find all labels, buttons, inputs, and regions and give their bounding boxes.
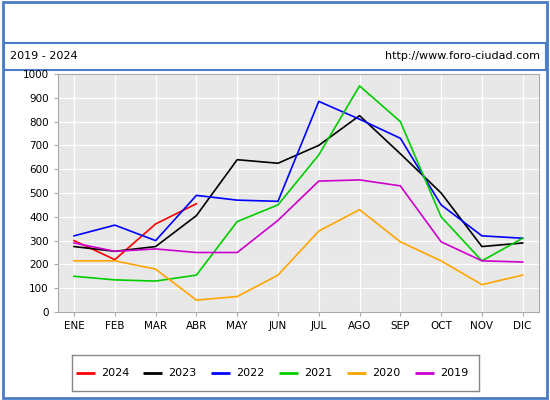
- Text: 2019: 2019: [440, 368, 468, 378]
- Text: http://www.foro-ciudad.com: http://www.foro-ciudad.com: [385, 51, 540, 61]
- Text: 2024: 2024: [101, 368, 129, 378]
- Text: 2022: 2022: [236, 368, 265, 378]
- Text: 2023: 2023: [168, 368, 197, 378]
- Text: 2020: 2020: [372, 368, 400, 378]
- Text: 2021: 2021: [304, 368, 332, 378]
- Text: 2019 - 2024: 2019 - 2024: [10, 51, 78, 61]
- Text: Evolucion Nº Turistas Extranjeros en el municipio de El Pont de Suert: Evolucion Nº Turistas Extranjeros en el …: [60, 16, 490, 30]
